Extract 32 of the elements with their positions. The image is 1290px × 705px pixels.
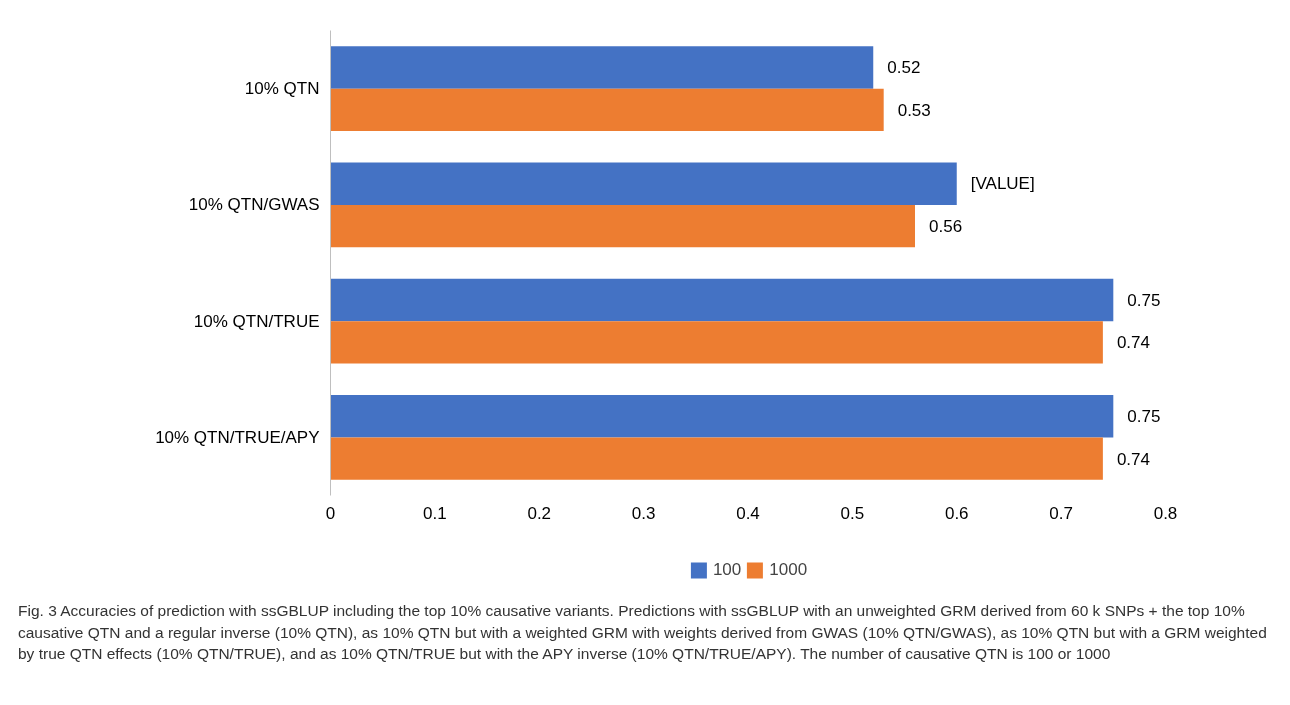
x-tick-label: 0.7: [1049, 503, 1073, 523]
bar: [330, 88, 884, 132]
legend-label: 100: [712, 560, 742, 580]
x-tick-label: 0.5: [840, 503, 865, 523]
y-tick-label: 10% QTN/TRUE: [193, 311, 320, 331]
bar: [330, 278, 1114, 322]
data-label: [VALUE]: [970, 174, 1035, 194]
y-tick-label: 10% QTN/TRUE/APY: [155, 427, 320, 447]
data-label: 0.56: [929, 217, 963, 237]
x-tick-label: 0.4: [736, 503, 760, 523]
x-tick-label: 0.6: [944, 503, 969, 523]
bar: [330, 162, 957, 205]
data-label: 0.75: [1127, 407, 1161, 427]
bar: [330, 46, 874, 89]
x-tick-label: 0.1: [423, 503, 447, 523]
data-label: 0.74: [1116, 333, 1150, 353]
y-tick-label: 10% QTN/GWAS: [188, 195, 320, 215]
y-tick-label: 10% QTN: [244, 79, 320, 99]
x-tick-label: 0: [325, 503, 336, 523]
data-label: 0.74: [1116, 449, 1150, 469]
x-tick-label: 0.2: [527, 503, 552, 523]
data-label: 0.53: [897, 100, 931, 120]
bar: [330, 204, 915, 248]
bar: [330, 394, 1114, 438]
data-label: 0.75: [1127, 290, 1161, 310]
bar: [330, 321, 1103, 364]
x-tick-label: 0.8: [1153, 503, 1178, 523]
bar: [330, 437, 1103, 480]
data-label: 0.52: [887, 58, 921, 78]
caption: Fig. 3 Accuracies of prediction with ssGBLUP including the top 10% causative variants. Predictions with ssGBLUP with an unweighted GRM derived from 60 k SNPs + the top 10% causative QTN and a regular inverse (10% QTN), as 10% QTN but with a weighted GRM with weights derived from GWAS (10% QTN/GWAS), as 10% QTN but with a GRM weighted by true QTN effects (10% QTN/TRUE), and as 10% QTN/TRUE but with the APY inverse (10% QTN/TRUE/APY). The number of causative QTN is 100 or 1000: [18, 601, 1268, 665]
legend-label: 1000: [769, 560, 808, 580]
x-tick-label: 0.3: [631, 503, 656, 523]
